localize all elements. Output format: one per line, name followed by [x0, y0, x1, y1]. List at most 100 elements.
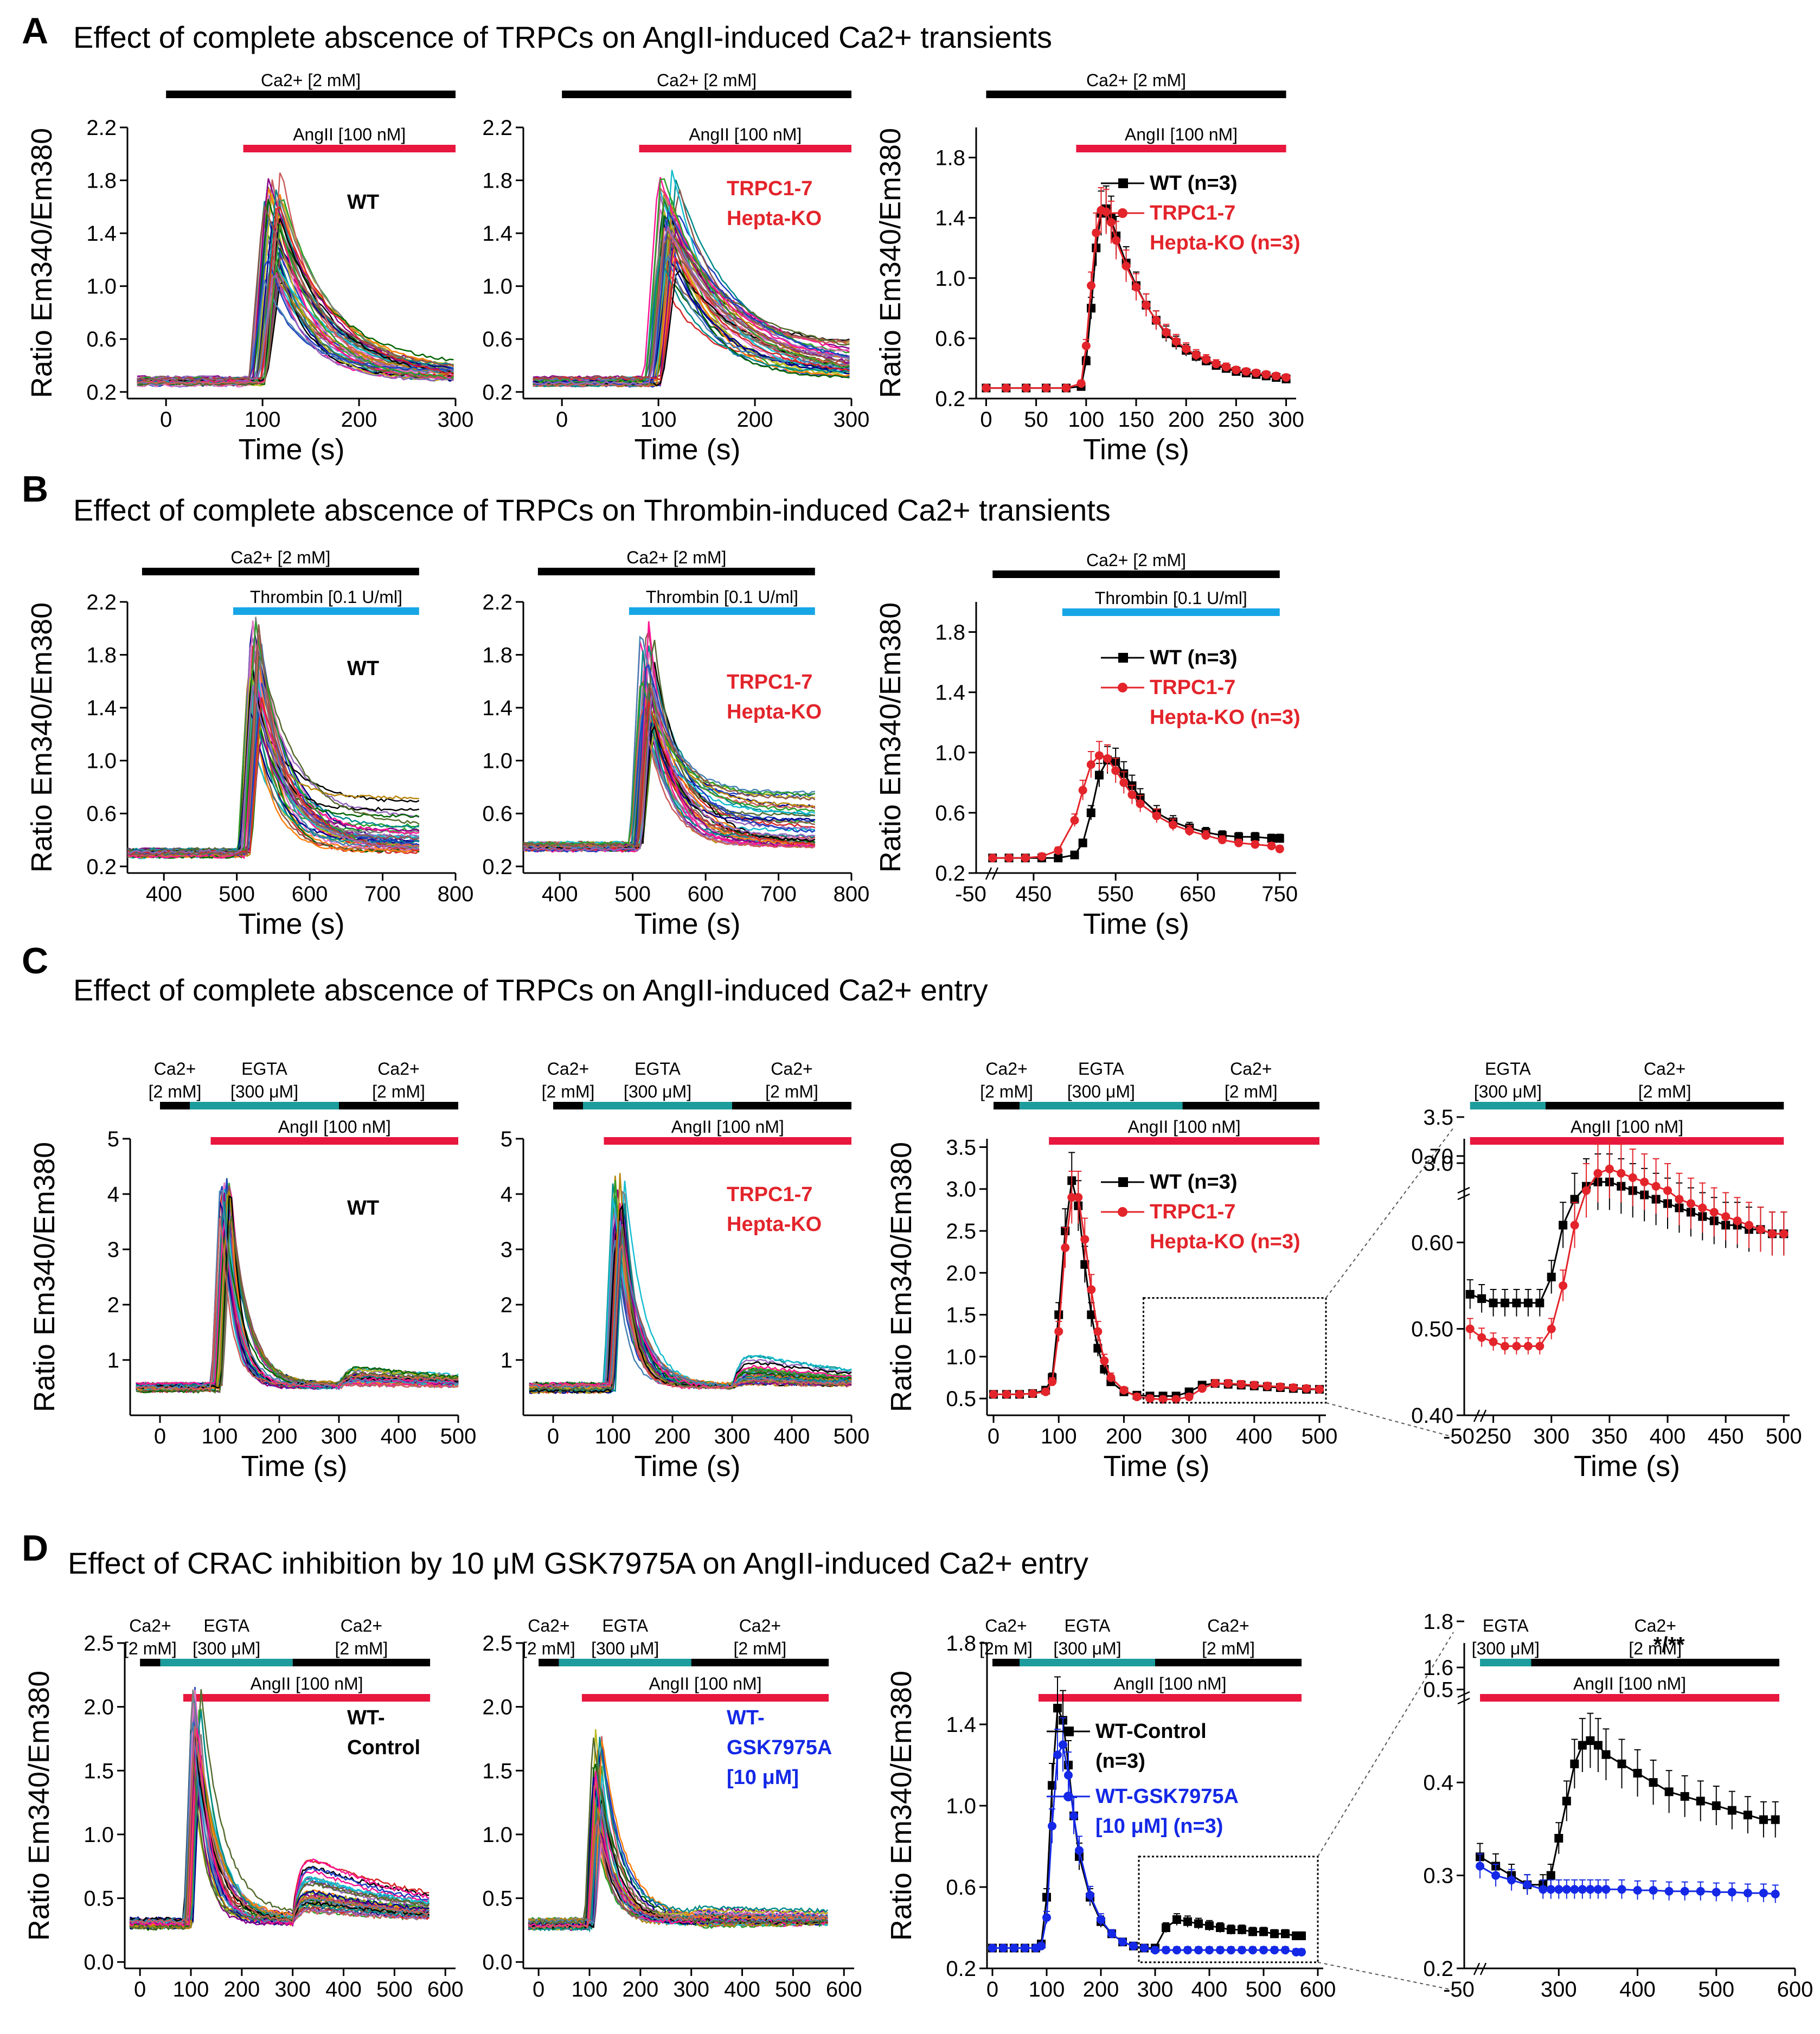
data-point — [1507, 1876, 1516, 1885]
trace-line — [528, 1776, 829, 1931]
data-point — [1281, 1946, 1290, 1955]
stimulus-bar — [539, 1659, 559, 1666]
x-tick-label: 300 — [1533, 1425, 1569, 1448]
chart-d2: Ca2+ [2 mM] EGTA [300 μM] Ca2+ [2 mM] AngII [1… — [482, 1616, 862, 2001]
trace-line — [137, 254, 454, 387]
trace-line — [129, 1777, 430, 1927]
y-tick-label: 4 — [107, 1183, 119, 1207]
data-point — [1651, 1182, 1661, 1191]
data-point — [1664, 1887, 1674, 1896]
trace-label: Control — [347, 1736, 420, 1759]
y-tick-label: 2.5 — [482, 1632, 512, 1656]
trace-line — [136, 1196, 459, 1389]
y-tick-label: 2.5 — [84, 1632, 114, 1656]
data-point — [1097, 1915, 1105, 1924]
data-point — [1172, 1946, 1181, 1955]
data-point — [1696, 1887, 1705, 1896]
trace-line — [523, 683, 816, 848]
trace-line — [129, 1773, 430, 1925]
stimulus-bar — [190, 1102, 339, 1109]
x-tick-label: 300 — [1541, 1978, 1577, 2001]
y-tick-label: 1.4 — [86, 222, 117, 246]
trace-line — [529, 1176, 852, 1389]
y-tick-label: 0.2 — [935, 387, 965, 411]
data-point — [1270, 1946, 1279, 1955]
trace-line — [129, 1726, 430, 1924]
data-point — [1197, 1384, 1207, 1393]
data-point — [1709, 1208, 1719, 1217]
stimulus-bar-label: Ca2+ — [985, 1059, 1027, 1079]
trace-line — [137, 206, 454, 382]
y-tick-label: 1.8 — [482, 169, 512, 193]
x-tick-label: 400 — [724, 1978, 760, 2001]
axis-break-mark — [1457, 1691, 1470, 1705]
data-point — [1132, 1393, 1142, 1401]
x-tick-label: 100 — [245, 408, 281, 432]
x-tick-label: 200 — [737, 408, 773, 432]
data-point — [999, 1943, 1008, 1953]
trace-line — [127, 654, 420, 854]
data-point — [1465, 1289, 1475, 1299]
plot-area — [989, 1152, 1324, 1404]
stimulus-bar — [1470, 1137, 1784, 1145]
data-point — [1132, 283, 1140, 292]
stimulus-bar-label: Thrombin [0.1 U/ml] — [1095, 588, 1247, 608]
y-tick-label: 0.5 — [1423, 1678, 1453, 1702]
data-point — [1593, 1741, 1603, 1750]
x-tick-label: 50 — [1024, 408, 1048, 432]
trace-line — [533, 255, 850, 388]
y-tick-label: 0.0 — [84, 1950, 114, 1974]
data-point — [1217, 835, 1227, 844]
data-point — [1075, 1846, 1084, 1855]
chart-d3: Ca2+ [2m M] EGTA [300 μM] Ca2+ [2 mM] AngII [1… — [885, 1616, 1454, 2001]
data-point — [1185, 826, 1194, 836]
stimulus-bar — [1020, 1659, 1155, 1666]
stimulus-bar-label: AngII [100 nM] — [1113, 1674, 1226, 1693]
legend-label: (n=3) — [1095, 1750, 1145, 1773]
stimulus-bar-label: Ca2+ — [1635, 1616, 1676, 1635]
y-tick-label: 1.4 — [86, 696, 117, 720]
data-point — [1489, 1298, 1498, 1307]
x-axis-title: Time (s) — [239, 433, 345, 466]
trace-line — [529, 1224, 852, 1389]
data-point — [1162, 1923, 1170, 1932]
y-tick-label: 5 — [107, 1127, 119, 1151]
stimulus-bar-label: AngII [100 nM] — [1571, 1117, 1683, 1137]
stimulus-bar-label: Ca2+ — [985, 1616, 1027, 1635]
stimulus-bar — [140, 1659, 161, 1666]
trace-line — [129, 1728, 430, 1927]
panel-letter-a: A — [22, 10, 48, 52]
x-tick-label: 200 — [1168, 408, 1204, 432]
y-tick-label: 0.6 — [935, 801, 965, 825]
y-tick-label: 2 — [501, 1293, 512, 1317]
trace-label: Hepta-KO — [727, 701, 822, 723]
y-tick-label: 0.40 — [1411, 1404, 1453, 1428]
data-point — [1140, 1943, 1149, 1953]
y-tick-label: 2.0 — [84, 1696, 114, 1719]
stimulus-bar-label: EGTA — [203, 1616, 249, 1635]
stimulus-bar-label: EGTA — [1483, 1616, 1529, 1635]
stimulus-bar-label: [2m M] — [979, 1639, 1033, 1658]
stimulus-bar-label: Thrombin [0.1 U/ml] — [250, 587, 402, 607]
legend-label: Hepta-KO (n=3) — [1150, 232, 1300, 254]
chart-b3: Ca2+ [2 mM] Thrombin [0.1 U/ml] 0.2 0.6 1.0 1… — [874, 550, 1300, 940]
stimulus-bar-label: AngII [100 nM] — [689, 125, 802, 144]
data-point — [1037, 852, 1047, 861]
data-point — [1236, 1379, 1246, 1389]
x-tick-label: 100 — [595, 1425, 631, 1448]
stimulus-bar-label: Ca2+ [2 mM] — [261, 70, 361, 90]
y-tick-label: 1.0 — [935, 741, 965, 765]
data-point — [1547, 1324, 1556, 1333]
panel-title-a: Effect of complete abscence of TRPCs on … — [73, 20, 1052, 54]
legend-marker — [1118, 1207, 1127, 1217]
data-point — [1272, 371, 1281, 381]
data-point — [1297, 1932, 1306, 1940]
data-point — [1042, 1892, 1051, 1902]
data-point — [1546, 1871, 1555, 1880]
stimulus-bar-label: Ca2+ — [739, 1616, 781, 1635]
trace-line — [528, 1736, 829, 1928]
y-tick-label: 0.2 — [482, 855, 512, 879]
trace-line — [529, 1225, 852, 1391]
zoom-box — [1138, 1856, 1319, 1964]
